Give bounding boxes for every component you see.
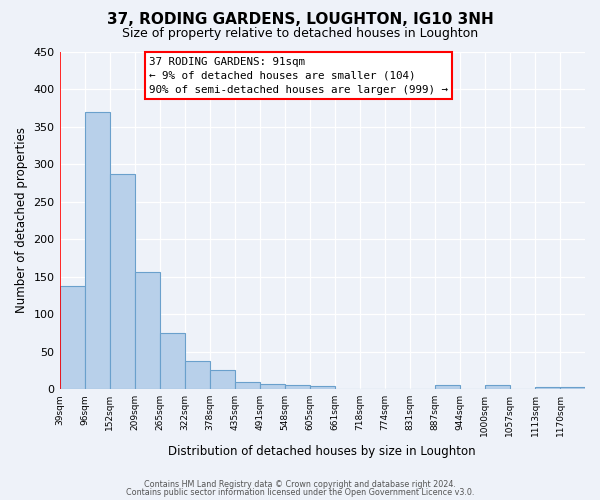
Bar (560, 387, 585, 389)
Text: Contains public sector information licensed under the Open Government Licence v3: Contains public sector information licen… (126, 488, 474, 497)
Bar (160, 333, 185, 389)
Bar (285, 386, 310, 389)
Y-axis label: Number of detached properties: Number of detached properties (15, 128, 28, 314)
Text: Contains HM Land Registry data © Crown copyright and database right 2024.: Contains HM Land Registry data © Crown c… (144, 480, 456, 489)
Bar (185, 360, 209, 389)
Bar (485, 386, 510, 389)
Text: 37 RODING GARDENS: 91sqm
← 9% of detached houses are smaller (104)
90% of semi-d: 37 RODING GARDENS: 91sqm ← 9% of detache… (149, 56, 448, 94)
Bar (310, 386, 335, 389)
Bar (260, 384, 285, 389)
Bar (85, 112, 110, 389)
Bar (209, 370, 235, 389)
Text: 37, RODING GARDENS, LOUGHTON, IG10 3NH: 37, RODING GARDENS, LOUGHTON, IG10 3NH (107, 12, 493, 28)
Bar (535, 387, 560, 389)
X-axis label: Distribution of detached houses by size in Loughton: Distribution of detached houses by size … (169, 444, 476, 458)
Bar (110, 174, 134, 389)
Bar (435, 386, 460, 389)
Bar (59, 286, 85, 389)
Bar (134, 272, 160, 389)
Bar (235, 382, 260, 389)
Text: Size of property relative to detached houses in Loughton: Size of property relative to detached ho… (122, 28, 478, 40)
